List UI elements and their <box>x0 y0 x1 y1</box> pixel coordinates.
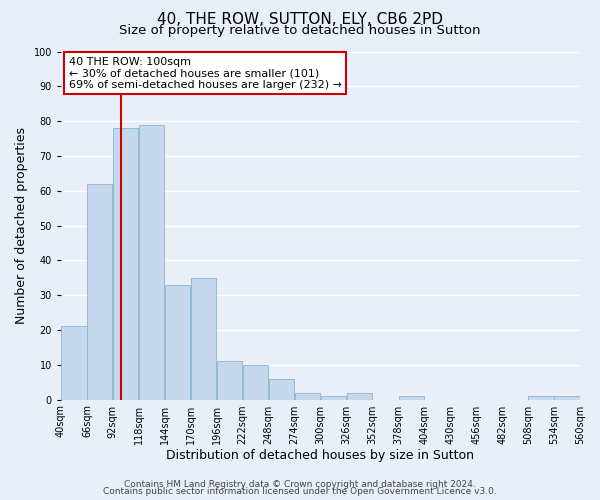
Bar <box>139 124 164 400</box>
Bar <box>191 278 216 400</box>
Bar <box>269 378 294 400</box>
Bar <box>61 326 86 400</box>
Bar <box>529 396 554 400</box>
X-axis label: Distribution of detached houses by size in Sutton: Distribution of detached houses by size … <box>166 450 475 462</box>
Bar <box>88 184 112 400</box>
Bar <box>554 396 580 400</box>
Text: 40 THE ROW: 100sqm
← 30% of detached houses are smaller (101)
69% of semi-detach: 40 THE ROW: 100sqm ← 30% of detached hou… <box>69 56 342 90</box>
Bar <box>295 392 320 400</box>
Bar <box>165 284 190 400</box>
Bar <box>399 396 424 400</box>
Text: 40, THE ROW, SUTTON, ELY, CB6 2PD: 40, THE ROW, SUTTON, ELY, CB6 2PD <box>157 12 443 28</box>
Text: Contains HM Land Registry data © Crown copyright and database right 2024.: Contains HM Land Registry data © Crown c… <box>124 480 476 489</box>
Text: Contains public sector information licensed under the Open Government Licence v3: Contains public sector information licen… <box>103 487 497 496</box>
Bar <box>321 396 346 400</box>
Bar <box>113 128 139 400</box>
Y-axis label: Number of detached properties: Number of detached properties <box>15 127 28 324</box>
Bar <box>217 362 242 400</box>
Text: Size of property relative to detached houses in Sutton: Size of property relative to detached ho… <box>119 24 481 37</box>
Bar <box>243 365 268 400</box>
Bar <box>347 392 372 400</box>
